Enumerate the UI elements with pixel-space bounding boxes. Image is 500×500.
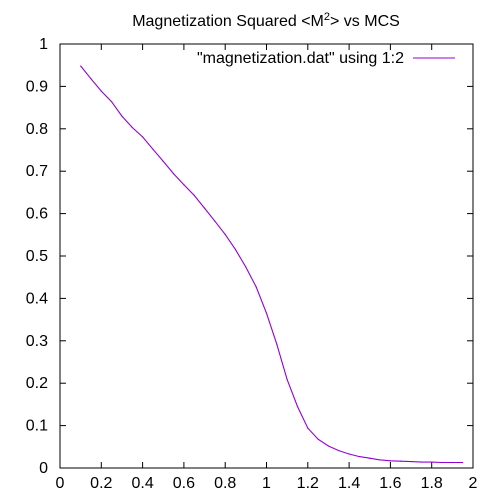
y-tick-label: 0.9 [26,78,48,95]
data-point [255,286,257,288]
data-point [234,249,237,251]
data-point [338,450,340,452]
y-tick-label: 0.3 [26,333,48,350]
y-tick-label: 0.6 [26,206,48,223]
data-point [307,427,309,429]
data-point [400,460,402,462]
legend-label: "magnetization.dat" using 1:2 [197,50,404,67]
plot-area [80,65,464,464]
data-point [431,461,433,463]
x-tick-label: 1.8 [421,475,443,492]
data-point [172,173,175,175]
data-point [451,461,453,464]
data-point [214,220,216,222]
data-point [245,266,247,268]
x-tick-label: 0.4 [131,475,153,492]
data-point [379,459,381,461]
x-tick-label: 2 [469,475,478,492]
data-point [111,101,113,103]
x-tick-label: 1.6 [379,475,401,492]
x-tick-label: 1 [262,475,271,492]
data-point [90,78,92,80]
data-point [100,90,102,92]
data-point [265,312,268,314]
data-point [296,405,299,408]
data-point [203,207,206,209]
y-tick-label: 0 [39,460,48,477]
data-point [286,378,288,380]
data-point [348,453,350,455]
data-point [389,460,391,462]
x-tick-label: 0.6 [173,475,195,492]
y-tick-label: 1 [39,36,48,53]
y-axis: 0 0.1 0.2 0.3 0.4 0.5 0.6 0.7 0.8 0.9 1 [26,36,473,477]
data-point [162,160,164,163]
data-point [152,148,154,150]
data-point [224,233,226,235]
x-tick-label: 0.2 [90,475,112,492]
data-point [183,184,185,186]
data-point [80,65,82,67]
data-point [369,457,371,459]
legend: "magnetization.dat" using 1:2 [197,50,455,67]
data-point [276,343,278,345]
data-point [327,445,330,447]
data-point [410,461,412,463]
y-tick-label: 0.5 [26,248,48,265]
data-point [441,461,443,464]
chart-title: Magnetization Squared <M2> vs MCS [132,11,400,30]
data-point [420,461,422,463]
series-line [80,65,463,464]
y-tick-label: 0.7 [26,163,48,180]
x-axis: 0 0.2 0.4 0.6 0.8 1 1.2 1.4 1.6 1.8 2 [56,44,478,492]
x-tick-label: 0.8 [214,475,236,492]
plot-frame [59,43,474,469]
y-tick-label: 0.8 [26,121,48,138]
y-tick-label: 0.4 [26,290,48,307]
data-point [131,126,133,129]
data-point [121,115,123,117]
x-tick-label: 1.2 [297,475,319,492]
y-tick-label: 0.1 [26,418,48,435]
data-point [358,455,361,458]
data-point [317,438,319,440]
data-point [142,136,144,138]
y-tick-label: 0.2 [26,375,48,392]
data-point [193,194,195,196]
x-tick-label: 0 [56,475,65,492]
data-point [462,461,464,464]
x-tick-label: 1.4 [338,475,360,492]
